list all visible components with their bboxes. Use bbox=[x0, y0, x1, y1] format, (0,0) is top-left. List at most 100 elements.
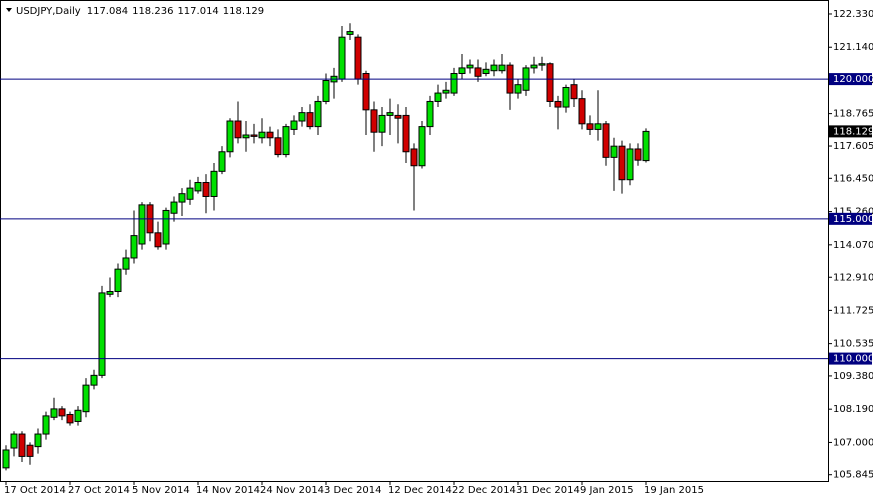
candle-body bbox=[642, 130, 650, 162]
candle-body bbox=[570, 84, 578, 100]
candle-body bbox=[610, 145, 618, 158]
candle-body bbox=[602, 123, 610, 158]
candle-body bbox=[490, 64, 498, 72]
price-box bbox=[829, 125, 872, 138]
level-label: 120.000 bbox=[833, 74, 873, 85]
candle-body bbox=[74, 409, 82, 422]
menu-arrow[interactable] bbox=[6, 8, 12, 12]
candle-body bbox=[578, 98, 586, 125]
y-tick-label: 114.070 bbox=[833, 240, 873, 251]
y-tick-label: 121.140 bbox=[833, 42, 873, 53]
y-tick-label: 108.190 bbox=[833, 404, 873, 415]
candle-body bbox=[170, 201, 178, 214]
candle-body bbox=[130, 235, 138, 259]
candle-body bbox=[554, 100, 562, 108]
candle-body bbox=[434, 92, 442, 102]
candle-body bbox=[426, 100, 434, 128]
x-tick-label: 9 Jan 2015 bbox=[580, 485, 634, 496]
candle-body bbox=[282, 126, 290, 156]
x-tick-label: 17 Oct 2014 bbox=[4, 485, 66, 496]
candle-body bbox=[594, 123, 602, 130]
candle-body bbox=[258, 131, 266, 139]
candle-body bbox=[106, 291, 114, 295]
last-low: 117.014 bbox=[177, 6, 218, 17]
y-tick-label: 109.380 bbox=[833, 371, 873, 382]
candle-body bbox=[450, 73, 458, 94]
last-close: 118.129 bbox=[223, 6, 264, 17]
x-tick-label: 5 Nov 2014 bbox=[132, 485, 190, 496]
candle-body bbox=[42, 415, 50, 435]
candle-body bbox=[378, 114, 386, 133]
candle-body bbox=[242, 134, 250, 139]
candle-body bbox=[162, 209, 170, 245]
y-tick-label: 115.260 bbox=[833, 207, 873, 218]
candle-body bbox=[50, 408, 58, 418]
level-label: 110.000 bbox=[833, 354, 873, 365]
candle-body bbox=[402, 114, 410, 153]
candle-body bbox=[562, 86, 570, 108]
x-tick-label: 31 Dec 2014 bbox=[516, 485, 580, 496]
candle-body bbox=[482, 68, 490, 75]
last-high: 118.236 bbox=[132, 6, 173, 17]
symbol: USDJPY,Daily bbox=[16, 6, 81, 17]
candle-body bbox=[234, 120, 242, 139]
candle-body bbox=[186, 187, 194, 200]
candle-body bbox=[498, 64, 506, 72]
candle-body bbox=[346, 31, 354, 35]
candle-body bbox=[362, 73, 370, 111]
y-tick-label: 105.845 bbox=[833, 470, 873, 481]
candle-body bbox=[410, 148, 418, 167]
candle-body bbox=[626, 148, 634, 181]
candle-body bbox=[274, 137, 282, 156]
y-tick-label: 110.535 bbox=[833, 339, 873, 350]
candle-body bbox=[458, 67, 466, 75]
price-label: 118.129 bbox=[833, 126, 873, 137]
x-tick-label: 24 Nov 2014 bbox=[260, 485, 324, 496]
candle-body bbox=[34, 433, 42, 448]
candle-body bbox=[354, 36, 362, 80]
candle-body bbox=[250, 134, 258, 137]
plot-border bbox=[0, 0, 829, 482]
candle-body bbox=[538, 63, 546, 66]
level-box bbox=[829, 73, 872, 86]
candle-body bbox=[290, 120, 298, 130]
candle-body bbox=[474, 67, 482, 77]
x-tick-label: 3 Dec 2014 bbox=[324, 485, 382, 496]
candle-body bbox=[586, 123, 594, 130]
candle-body bbox=[114, 268, 122, 293]
candle-body bbox=[394, 114, 402, 119]
candle-body bbox=[530, 64, 538, 69]
candle-body bbox=[122, 257, 130, 270]
candle-body bbox=[370, 109, 378, 133]
x-tick-label: 14 Nov 2014 bbox=[196, 485, 260, 496]
candle-body bbox=[266, 131, 274, 139]
y-tick-label: 117.605 bbox=[833, 141, 873, 152]
candle-body bbox=[634, 148, 642, 161]
level-box bbox=[829, 352, 872, 365]
y-tick-label: 116.450 bbox=[833, 173, 873, 184]
level-box bbox=[829, 212, 872, 225]
y-tick-label: 107.000 bbox=[833, 437, 873, 448]
x-tick-label: 27 Oct 2014 bbox=[68, 485, 130, 496]
candle-body bbox=[66, 413, 74, 424]
level-label: 115.000 bbox=[833, 214, 873, 225]
candle-body bbox=[306, 112, 314, 128]
candle-body bbox=[202, 182, 210, 197]
candle-body bbox=[194, 182, 202, 192]
candle-body bbox=[18, 433, 26, 457]
candle-body bbox=[178, 193, 186, 203]
candle-body bbox=[466, 64, 474, 69]
candle-body bbox=[82, 384, 90, 413]
candle-body bbox=[514, 84, 522, 94]
candle-body bbox=[314, 100, 322, 128]
x-tick-label: 12 Dec 2014 bbox=[388, 485, 452, 496]
candle-body bbox=[10, 433, 18, 449]
y-tick-label: 122.330 bbox=[833, 9, 873, 20]
chart-title: USDJPY,Daily 117.084 118.236 117.014 118.129 bbox=[16, 6, 264, 17]
candle-body bbox=[2, 449, 10, 469]
candle-body bbox=[546, 63, 554, 102]
y-tick-label: 111.725 bbox=[833, 305, 873, 316]
candle-body bbox=[58, 408, 66, 417]
